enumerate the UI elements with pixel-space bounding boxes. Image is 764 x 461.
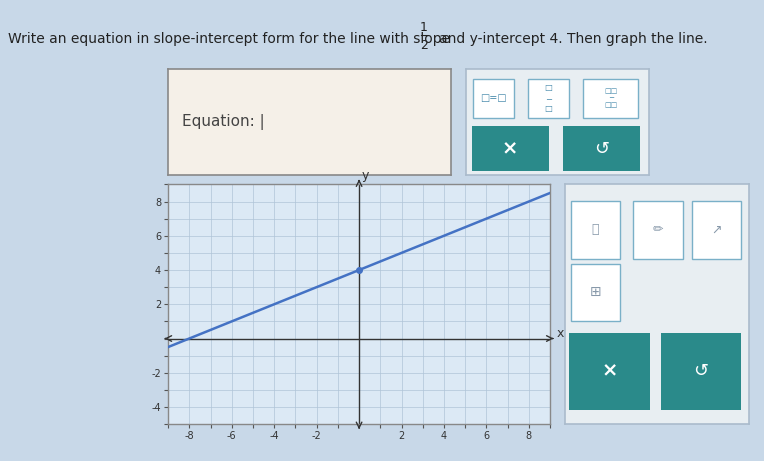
Text: □
─
□: □ ─ □: [545, 83, 552, 113]
Text: □□
─
□□: □□ ─ □□: [604, 89, 617, 108]
FancyBboxPatch shape: [661, 333, 741, 410]
Text: ×: ×: [502, 139, 518, 158]
Text: ─: ─: [420, 30, 428, 43]
Text: ↺: ↺: [594, 140, 609, 158]
FancyBboxPatch shape: [529, 79, 568, 118]
FancyBboxPatch shape: [569, 333, 649, 410]
FancyBboxPatch shape: [571, 264, 620, 321]
Text: ⊞: ⊞: [590, 285, 601, 299]
Text: x: x: [557, 327, 565, 340]
Text: ✏: ✏: [652, 224, 663, 236]
Text: y: y: [362, 169, 369, 183]
FancyBboxPatch shape: [563, 126, 640, 171]
FancyBboxPatch shape: [584, 79, 639, 118]
Text: ×: ×: [601, 362, 617, 381]
Text: Write an equation in slope-intercept form for the line with slope: Write an equation in slope-intercept for…: [8, 32, 450, 46]
Text: and y-intercept 4. Then graph the line.: and y-intercept 4. Then graph the line.: [439, 32, 708, 46]
Text: ↗: ↗: [711, 224, 722, 236]
FancyBboxPatch shape: [571, 201, 620, 259]
FancyBboxPatch shape: [633, 201, 683, 259]
FancyBboxPatch shape: [692, 201, 741, 259]
FancyBboxPatch shape: [471, 126, 549, 171]
Text: 2: 2: [420, 39, 428, 52]
Text: Equation: |: Equation: |: [183, 114, 265, 130]
Text: ⬛: ⬛: [592, 224, 600, 236]
FancyBboxPatch shape: [474, 79, 513, 118]
Text: □=□: □=□: [481, 93, 507, 103]
Text: 1: 1: [420, 21, 428, 34]
Text: ↺: ↺: [694, 362, 708, 380]
